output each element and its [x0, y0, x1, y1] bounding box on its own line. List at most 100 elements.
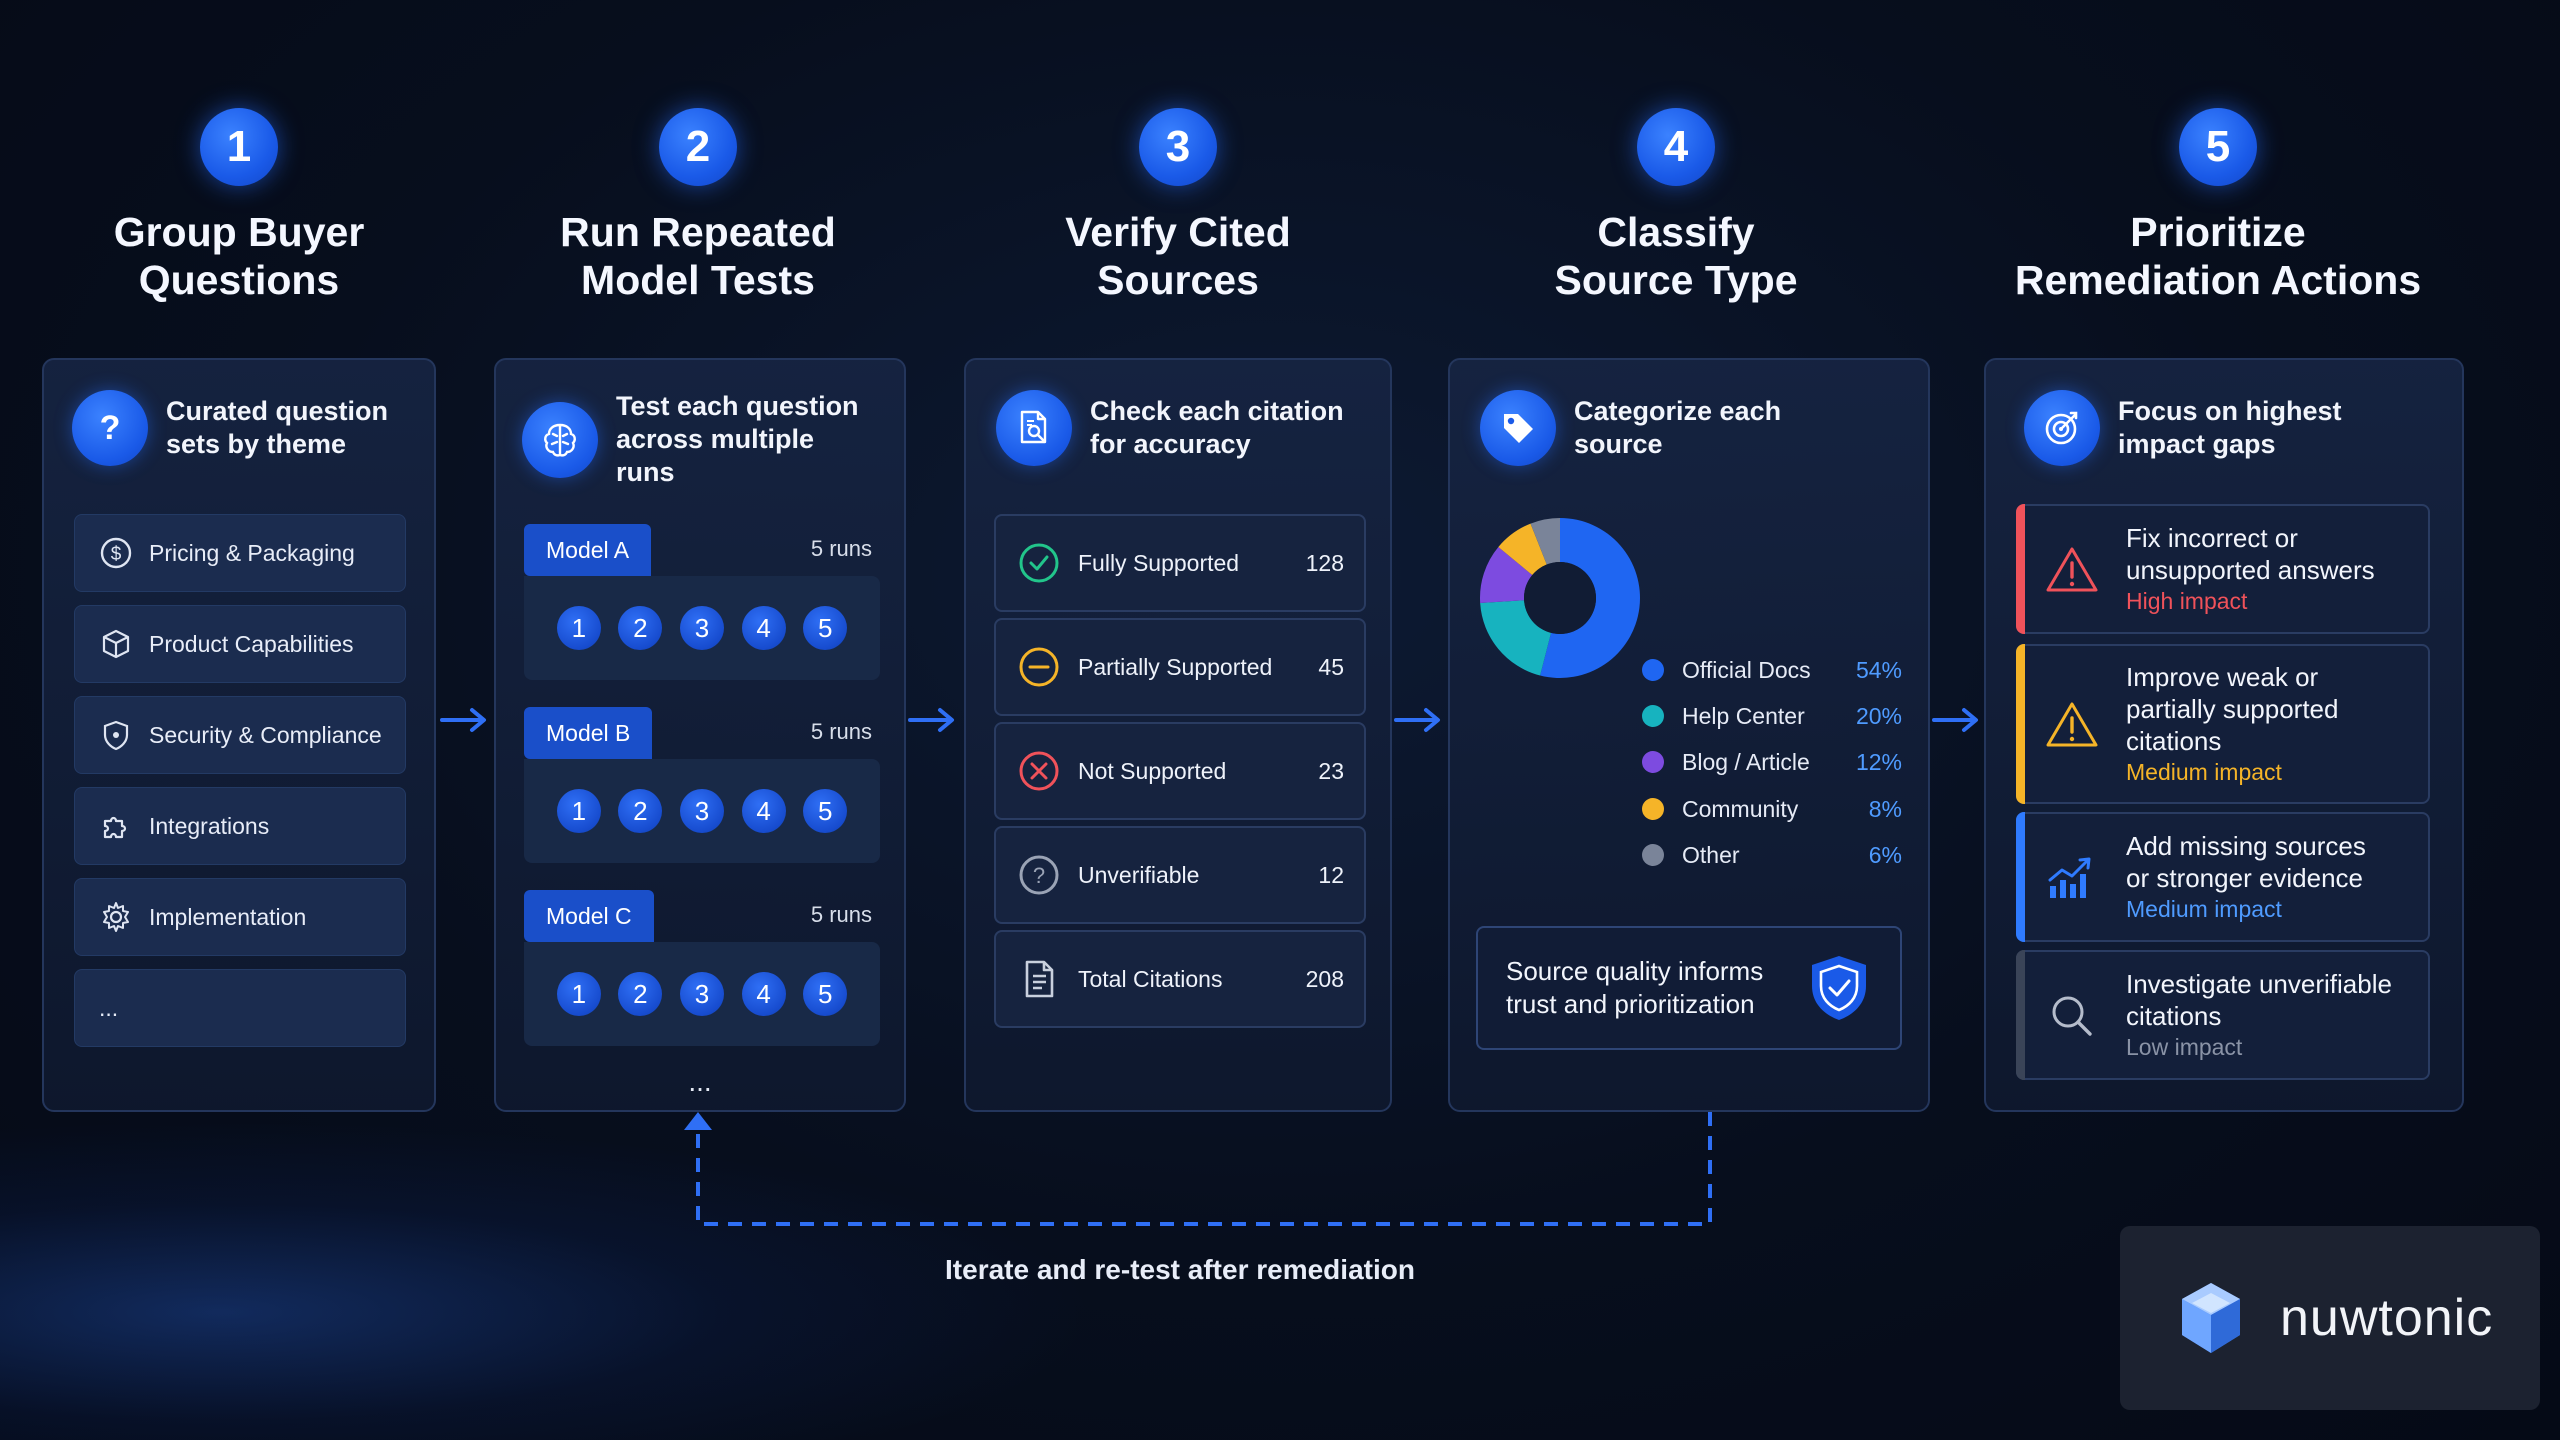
action-title: Fix incorrect or unsupported answers: [2126, 523, 2375, 585]
run-dot[interactable]: 2: [618, 972, 663, 1016]
impact-label: High impact: [2126, 588, 2248, 614]
gear-icon: [103, 902, 129, 932]
impact-bar: [2016, 644, 2025, 804]
source-type-donut-chart: [1480, 518, 1640, 678]
panel-heading-text: Focus on highest impact gaps: [2118, 396, 2342, 459]
citation-count: 128: [1305, 549, 1344, 576]
search-icon: [2052, 996, 2092, 1036]
step-number: 2: [659, 108, 737, 186]
legend-swatch: [1642, 844, 1664, 866]
legend-other: Other 6%: [1642, 840, 1902, 870]
panel-heading-text: Check each citation for accuracy: [1090, 396, 1344, 459]
panel-heading: Test each question across multiple runs: [522, 390, 876, 489]
question-theme-capabilities[interactable]: Product Capabilities: [74, 605, 406, 683]
question-theme-implementation[interactable]: Implementation: [74, 878, 406, 956]
legend-swatch: [1642, 659, 1664, 681]
legend-value: 54%: [1855, 656, 1902, 683]
citation-unverifiable[interactable]: ? Unverifiable 12: [994, 826, 1366, 924]
panel-prioritize-actions: Focus on highest impact gaps Fix incorre…: [1984, 358, 2464, 1112]
step-1-header: 1 Group Buyer Questions: [109, 108, 369, 304]
minus-circle-icon: [1019, 647, 1059, 687]
run-dot[interactable]: 4: [741, 789, 786, 833]
donut-slice-help-center: [1480, 600, 1552, 676]
citation-count: 23: [1318, 757, 1344, 784]
run-dot[interactable]: 4: [741, 972, 786, 1016]
question-theme-integrations[interactable]: Integrations: [74, 787, 406, 865]
action-title: Improve weak or partially supported cita…: [2126, 662, 2339, 756]
step-number: 3: [1139, 108, 1217, 186]
citation-total[interactable]: Total Citations 208: [994, 930, 1366, 1028]
step-2-header: 2 Run Repeated Model Tests: [548, 108, 848, 304]
run-dot[interactable]: 2: [618, 606, 663, 650]
legend-label: Help Center: [1682, 702, 1805, 729]
donut-hole: [1524, 562, 1596, 634]
run-dot[interactable]: 5: [803, 972, 848, 1016]
question-theme-pricing[interactable]: $ Pricing & Packaging: [74, 514, 406, 592]
question-theme-label: Product Capabilities: [149, 630, 354, 657]
step-number: 5: [2179, 108, 2257, 186]
panel-heading-text: Curated question sets by theme: [166, 396, 389, 459]
run-dot[interactable]: 4: [741, 606, 786, 650]
run-dot[interactable]: 1: [556, 972, 601, 1016]
model-a-block: Model A 5 runs 1 2 3 4 5: [524, 524, 880, 680]
citation-not-supported[interactable]: Not Supported 23: [994, 722, 1366, 820]
action-add-sources[interactable]: Add missing sources or stronger evidence…: [2016, 812, 2430, 942]
citation-fully-supported[interactable]: Fully Supported 128: [994, 514, 1366, 612]
donut-slice-community: [1498, 523, 1547, 576]
iterate-loop-arrow: [684, 1112, 1712, 1226]
run-dot[interactable]: 3: [679, 606, 724, 650]
run-dot[interactable]: 2: [618, 789, 663, 833]
legend-swatch: [1642, 705, 1664, 727]
panel-heading-text: Categorize each source: [1574, 396, 1782, 459]
action-title: Add missing sources or stronger evidence: [2126, 831, 2366, 893]
puzzle-icon: [103, 816, 127, 839]
panel-model-tests: Test each question across multiple runs …: [494, 358, 906, 1112]
panel-heading: Focus on highest impact gaps: [2024, 390, 2358, 466]
impact-bar: [2016, 504, 2025, 634]
run-row: 1 2 3 4 5: [524, 576, 880, 680]
run-row: 1 2 3 4 5: [524, 759, 880, 863]
donut-slice-other: [1530, 518, 1560, 565]
background-wave: [0, 1120, 1100, 1440]
run-dot[interactable]: 1: [556, 606, 601, 650]
run-dot[interactable]: 1: [556, 789, 601, 833]
warning-icon: [2046, 702, 2098, 747]
model-name: Model A: [524, 524, 652, 576]
action-improve-weak[interactable]: Improve weak or partially supported cita…: [2016, 644, 2430, 804]
action-fix-incorrect[interactable]: Fix incorrect or unsupported answers Hig…: [2016, 504, 2430, 634]
x-circle-icon: [1019, 751, 1059, 791]
chart-up-icon: [2048, 857, 2091, 898]
arrow-right-icon: [908, 708, 954, 732]
legend-help-center: Help Center 20%: [1642, 701, 1902, 731]
model-name: Model B: [524, 707, 653, 759]
run-dot[interactable]: 3: [679, 972, 724, 1016]
arrow-right-icon: [1394, 708, 1440, 732]
run-row: 1 2 3 4 5: [524, 942, 880, 1046]
run-dot[interactable]: 5: [803, 606, 848, 650]
step-5-header: 5 Prioritize Remediation Actions: [2008, 108, 2428, 304]
citation-partially-supported[interactable]: Partially Supported 45: [994, 618, 1366, 716]
brain-icon: [522, 401, 598, 478]
panel-heading: Categorize each source: [1480, 390, 1814, 466]
question-theme-security[interactable]: Security & Compliance: [74, 696, 406, 774]
target-icon: [2024, 390, 2100, 466]
legend-label: Official Docs: [1682, 656, 1811, 683]
model-b-block: Model B 5 runs 1 2 3 4 5: [524, 707, 880, 863]
legend-value: 6%: [1868, 841, 1902, 868]
panel-verify-sources: Check each citation for accuracy Fully S…: [964, 358, 1392, 1112]
run-dot[interactable]: 3: [679, 789, 724, 833]
run-dot[interactable]: 5: [803, 789, 848, 833]
check-circle-icon: [1019, 543, 1059, 583]
run-count: 5 runs: [810, 902, 872, 927]
cube-logo-icon: [2182, 1283, 2240, 1353]
legend-community: Community 8%: [1642, 794, 1902, 824]
question-theme-more[interactable]: ...: [74, 969, 406, 1047]
question-theme-label: Implementation: [149, 903, 307, 930]
impact-label: Low impact: [2126, 1034, 2243, 1060]
source-quality-note: Source quality informs trust and priorit…: [1476, 926, 1902, 1050]
action-investigate-unverifiable[interactable]: Investigate unverifiable citations Low i…: [2016, 950, 2430, 1080]
panel-heading: ? Curated question sets by theme: [72, 390, 396, 466]
more-ellipsis: ...: [99, 994, 119, 1021]
tag-icon: [1480, 390, 1556, 466]
step-number: 4: [1637, 108, 1715, 186]
